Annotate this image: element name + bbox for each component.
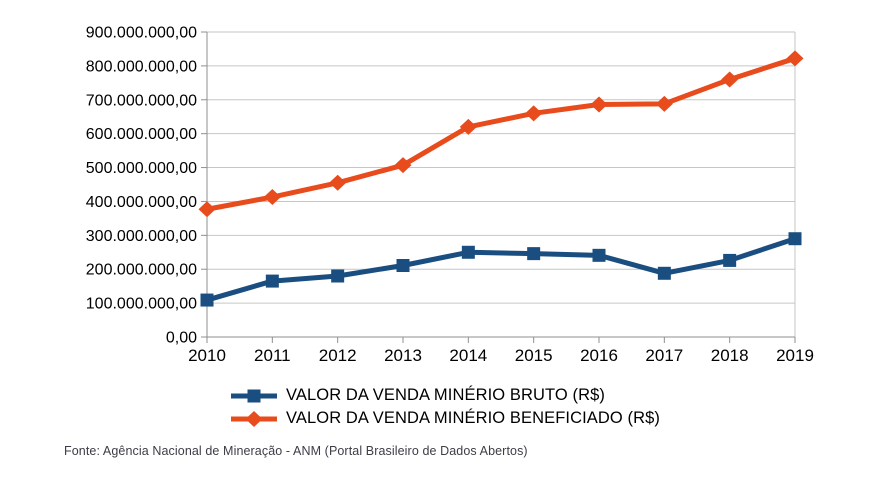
line-chart-plot: 0,00 100.000.000,00 200.000.000,00 300.000.… (86, 25, 814, 366)
source-note: Fonte: Agência Nacional de Mineração - A… (64, 444, 528, 458)
legend-item-bruto: VALOR DA VENDA MINÉRIO BRUTO (R$) (230, 386, 605, 405)
svg-text:2011: 2011 (254, 346, 291, 365)
svg-text:700.000.000,00: 700.000.000,00 (86, 92, 197, 109)
svg-text:300.000.000,00: 300.000.000,00 (86, 228, 197, 245)
svg-text:200.000.000,00: 200.000.000,00 (86, 262, 197, 279)
svg-text:900.000.000,00: 900.000.000,00 (86, 25, 197, 42)
legend-item-beneficiado: VALOR DA VENDA MINÉRIO BENEFICIADO (R$) (230, 409, 660, 428)
svg-text:2019: 2019 (776, 346, 814, 365)
svg-text:800.000.000,00: 800.000.000,00 (86, 58, 197, 75)
legend-label-beneficiado: VALOR DA VENDA MINÉRIO BENEFICIADO (R$) (286, 409, 660, 427)
svg-text:2012: 2012 (319, 346, 357, 365)
svg-text:2010: 2010 (188, 346, 226, 365)
svg-text:500.000.000,00: 500.000.000,00 (86, 160, 197, 177)
svg-text:600.000.000,00: 600.000.000,00 (86, 126, 197, 143)
svg-text:2016: 2016 (580, 346, 618, 365)
legend-marker-diamond-icon (231, 410, 277, 427)
svg-text:2018: 2018 (711, 346, 749, 365)
legend-label-bruto: VALOR DA VENDA MINÉRIO BRUTO (R$) (286, 386, 605, 404)
legend-marker-square-icon (231, 389, 277, 402)
svg-text:2015: 2015 (515, 346, 553, 365)
chart-legend: VALOR DA VENDA MINÉRIO BRUTO (R$) VALOR … (0, 386, 890, 428)
svg-text:2014: 2014 (449, 346, 487, 365)
svg-text:2017: 2017 (645, 346, 683, 365)
svg-text:400.000.000,00: 400.000.000,00 (86, 194, 197, 211)
svg-text:0,00: 0,00 (166, 330, 197, 347)
svg-text:100.000.000,00: 100.000.000,00 (86, 296, 197, 313)
svg-text:2013: 2013 (384, 346, 422, 365)
